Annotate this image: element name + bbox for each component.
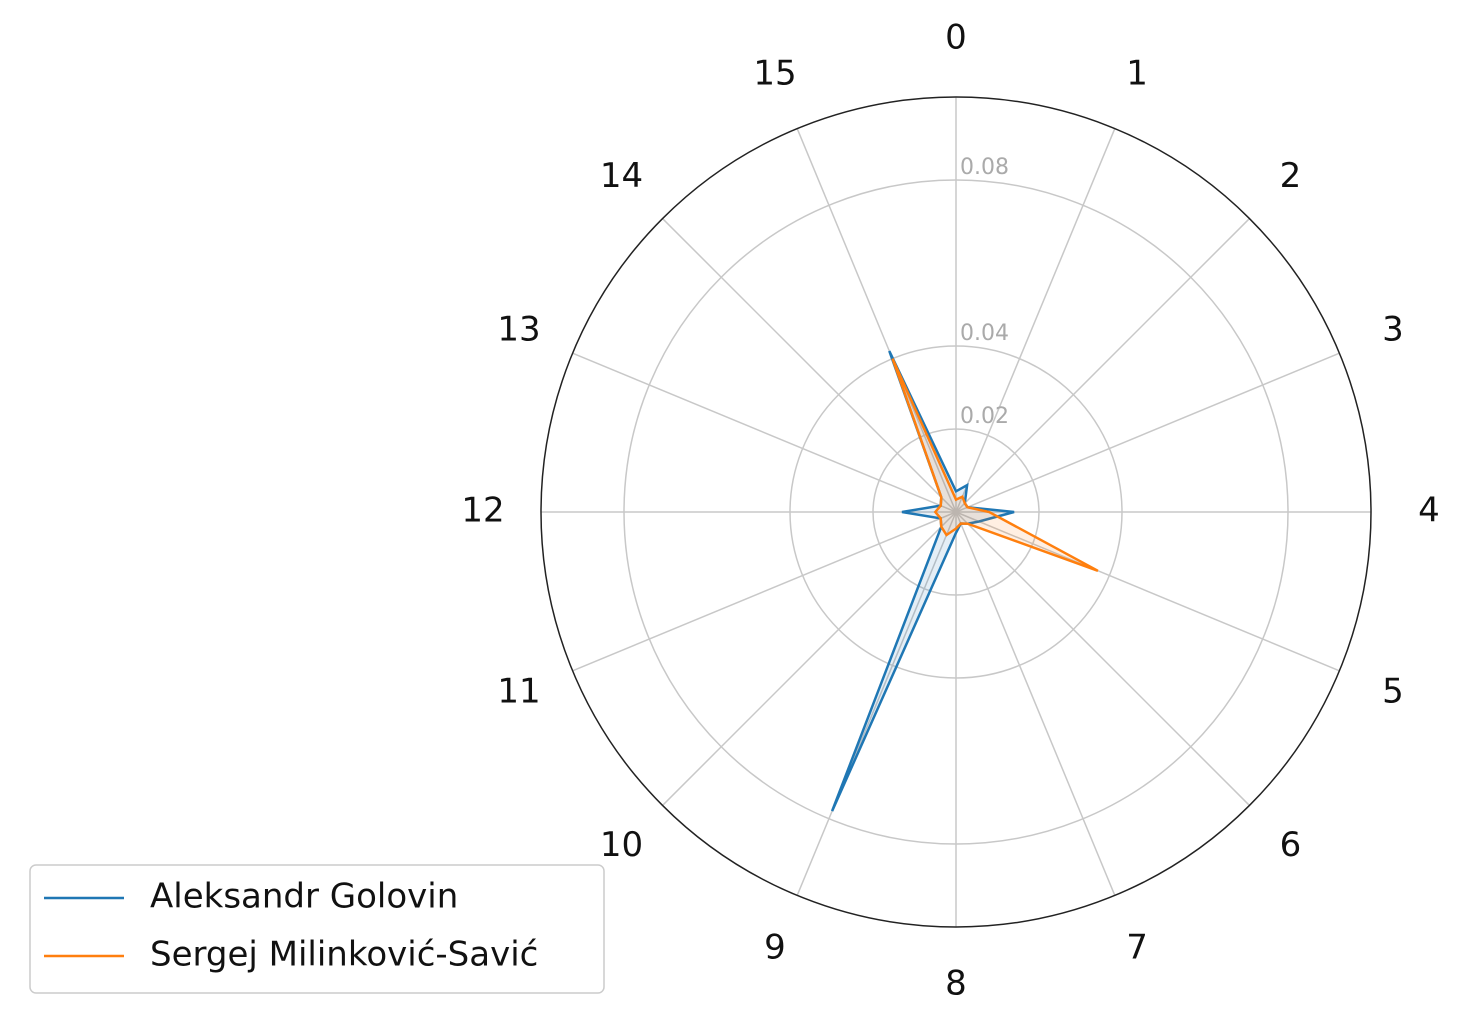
category-label: 5 — [1382, 672, 1404, 712]
category-label: 13 — [497, 309, 540, 349]
grid-ring — [623, 179, 1289, 845]
category-label: 8 — [945, 964, 967, 1004]
spoke — [955, 128, 1116, 513]
spoke — [796, 511, 957, 896]
category-label: 4 — [1418, 491, 1440, 531]
category-label: 11 — [497, 672, 540, 712]
spoke — [662, 218, 957, 513]
category-label: 9 — [764, 927, 786, 967]
legend-label: Sergej Milinković-Savić — [150, 935, 538, 975]
r-tick-label: 0.04 — [960, 321, 1009, 346]
category-label: 15 — [753, 54, 796, 94]
spoke — [662, 511, 957, 806]
legend-label: Aleksandr Golovin — [150, 877, 458, 917]
spoke — [955, 511, 1116, 896]
grid-ring — [872, 428, 1040, 596]
category-label: 1 — [1126, 54, 1148, 94]
grid-ring — [789, 345, 1123, 679]
spoke — [955, 511, 1250, 806]
category-label: 6 — [1280, 825, 1302, 865]
category-label: 0 — [945, 18, 967, 58]
outer-ring — [540, 96, 1372, 928]
spoke — [955, 218, 1250, 513]
r-tick-label: 0.02 — [960, 404, 1009, 429]
spoke — [796, 128, 957, 513]
category-label: 12 — [461, 491, 504, 531]
category-label: 10 — [600, 825, 643, 865]
category-label: 7 — [1126, 927, 1148, 967]
r-tick-label: 0.08 — [960, 155, 1009, 180]
spoke — [572, 511, 957, 672]
spoke — [955, 352, 1340, 513]
category-label: 2 — [1280, 156, 1302, 196]
category-label: 14 — [600, 156, 643, 196]
spoke — [955, 511, 1340, 672]
spoke — [572, 352, 957, 513]
category-label: 3 — [1382, 309, 1404, 349]
legend-box — [29, 864, 605, 994]
series-area — [891, 358, 1099, 572]
